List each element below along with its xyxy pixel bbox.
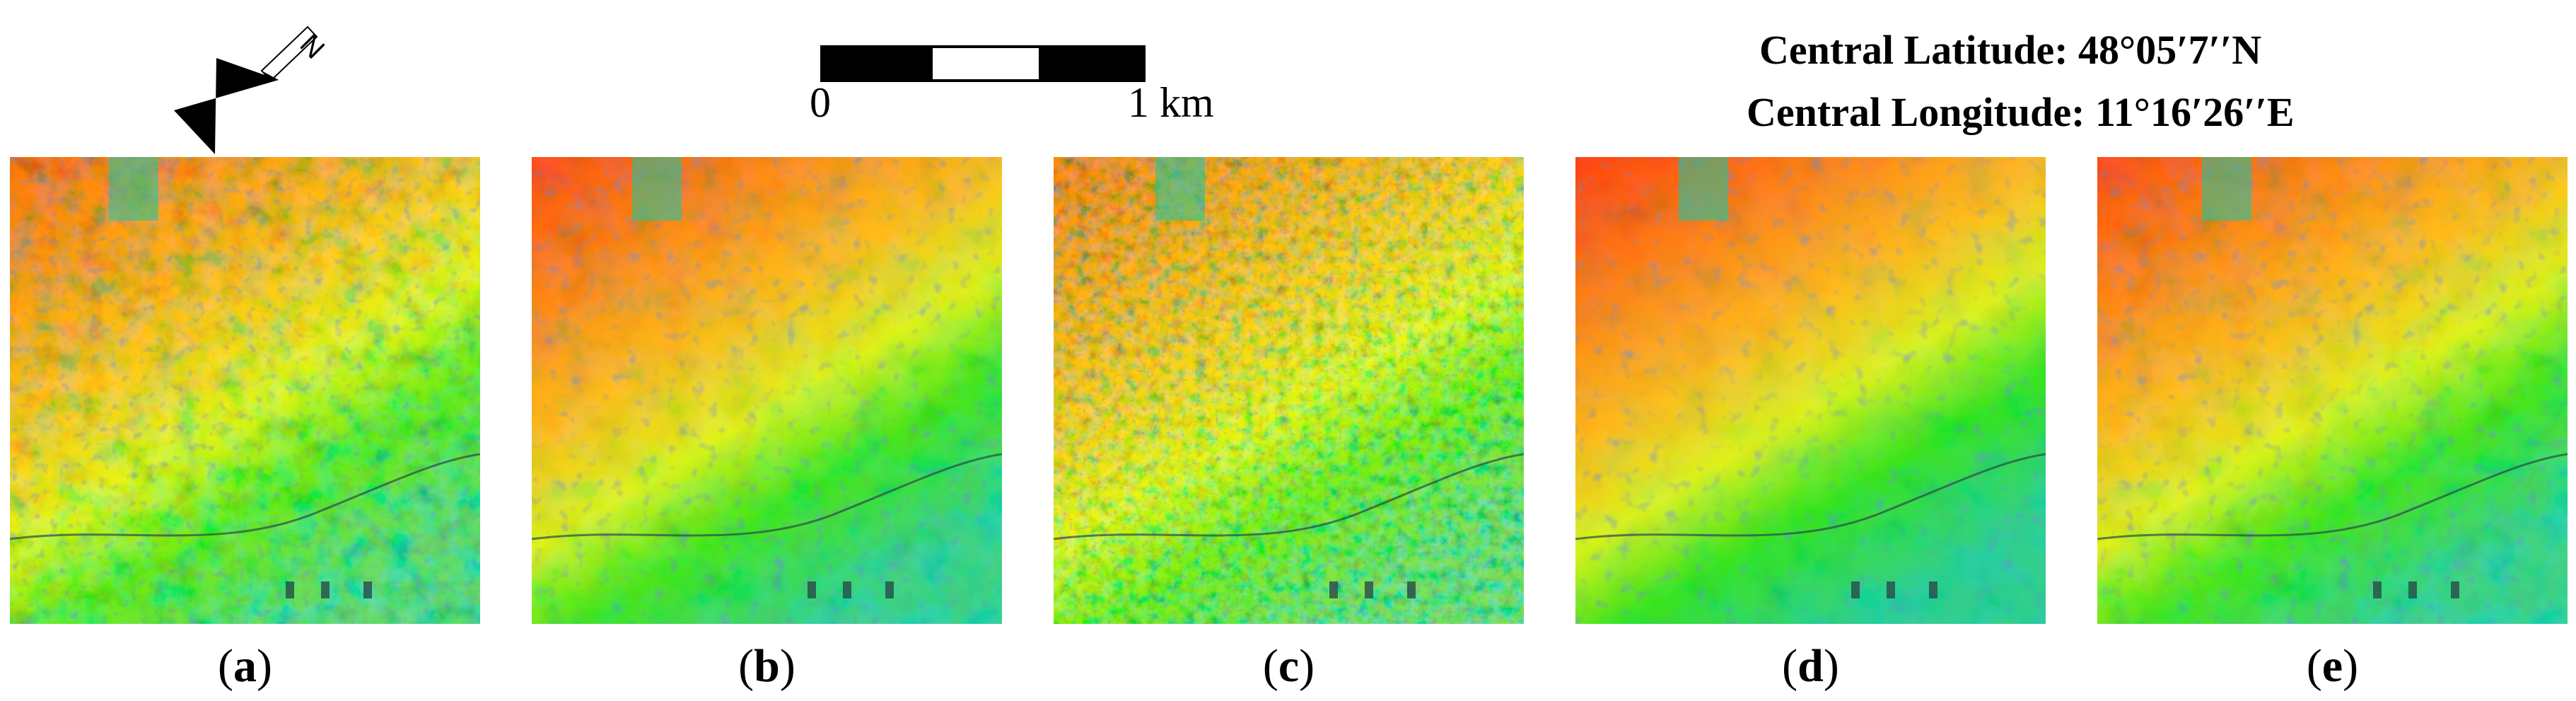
map-panel-e <box>2097 157 2568 624</box>
scale-bar-segment-3 <box>1039 48 1143 79</box>
central-longitude: Central Longitude: 11°16′26′′E <box>1747 89 2295 135</box>
panel-caption-b: (b) <box>738 640 795 692</box>
panel-caption-d: (d) <box>1782 640 1839 692</box>
central-latitude: Central Latitude: 48°05′7′′N <box>1759 27 2262 73</box>
map-raster-b <box>532 157 1002 624</box>
map-raster-e <box>2097 157 2568 624</box>
map-panel-a <box>10 157 480 624</box>
panel-caption-a: (a) <box>218 640 272 692</box>
north-arrow: N <box>170 7 332 163</box>
scale-end-label: 1 km <box>1128 79 1214 126</box>
panel-caption-b-letter: b <box>754 640 780 692</box>
panel-caption-e-letter: e <box>2321 640 2343 692</box>
panel-caption-c-letter: c <box>1278 640 1300 692</box>
map-panel-c <box>1054 157 1524 624</box>
scale-start-label: 0 <box>810 79 831 126</box>
map-raster-d <box>1575 157 2046 624</box>
scale-bar-segment-2 <box>933 48 1039 79</box>
north-arrow-icon: N <box>174 25 330 154</box>
map-raster-a <box>10 157 480 624</box>
map-raster-c <box>1054 157 1524 624</box>
panel-caption-d-letter: d <box>1797 640 1824 692</box>
panel-caption-e: (e) <box>2306 640 2359 692</box>
panel-caption-a-letter: a <box>233 640 257 692</box>
scale-bar <box>820 45 1146 82</box>
panel-caption-c: (c) <box>1262 640 1315 692</box>
scale-bar-segment-1 <box>823 48 933 79</box>
map-panel-b <box>532 157 1002 624</box>
map-panel-d <box>1575 157 2046 624</box>
